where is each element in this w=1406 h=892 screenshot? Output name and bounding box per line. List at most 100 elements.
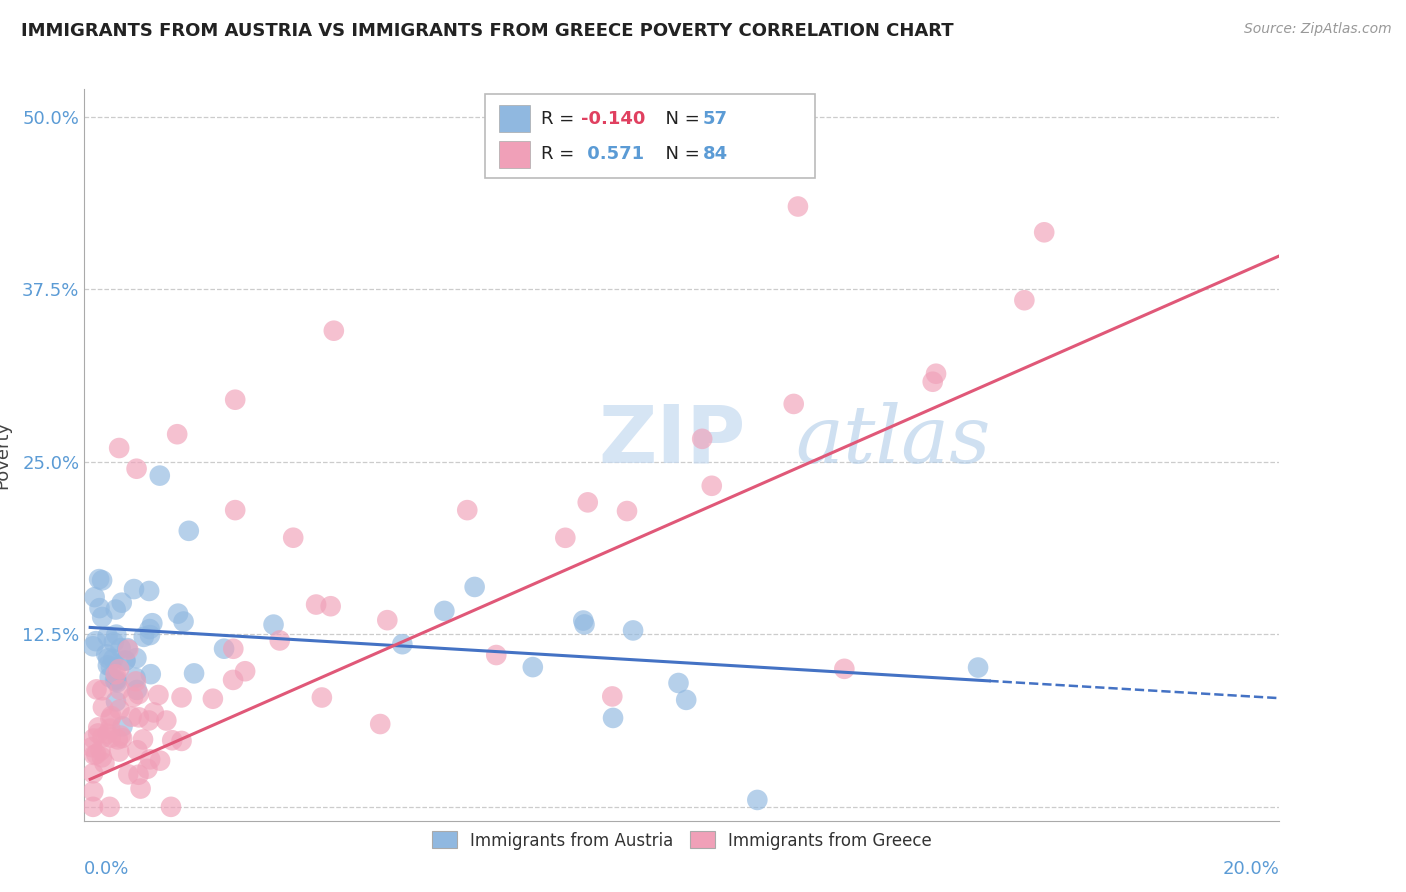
- Point: [433, 604, 456, 618]
- Point: [138, 584, 160, 599]
- Point: [87, 572, 110, 586]
- Point: [91, 731, 114, 745]
- Point: [136, 762, 159, 776]
- Point: [96, 648, 118, 662]
- Point: [125, 651, 148, 665]
- Point: [283, 531, 305, 545]
- Point: [834, 662, 856, 676]
- Point: [108, 662, 131, 676]
- Point: [224, 392, 246, 407]
- Point: [86, 682, 108, 697]
- Point: [139, 667, 162, 681]
- Point: [149, 754, 172, 768]
- Point: [572, 614, 595, 628]
- Point: [89, 601, 111, 615]
- Point: [82, 640, 104, 654]
- Point: [110, 641, 132, 656]
- Point: [110, 729, 132, 743]
- Point: [96, 629, 118, 643]
- Point: [93, 756, 115, 771]
- Text: -0.140: -0.140: [581, 110, 645, 128]
- Point: [98, 722, 121, 736]
- Text: 0.0%: 0.0%: [84, 860, 129, 878]
- Point: [104, 674, 127, 689]
- Point: [100, 709, 122, 723]
- Point: [103, 652, 125, 666]
- Text: atlas: atlas: [796, 401, 991, 479]
- Point: [160, 733, 183, 747]
- Point: [108, 702, 131, 716]
- Point: [621, 624, 644, 638]
- Point: [129, 781, 152, 796]
- Text: Source: ZipAtlas.com: Source: ZipAtlas.com: [1244, 22, 1392, 37]
- Point: [1014, 293, 1036, 308]
- Point: [616, 504, 638, 518]
- Point: [263, 617, 285, 632]
- Point: [104, 673, 127, 687]
- Point: [690, 432, 713, 446]
- Point: [675, 693, 697, 707]
- Point: [84, 747, 107, 762]
- Point: [485, 648, 508, 662]
- Point: [128, 687, 150, 701]
- Point: [700, 479, 723, 493]
- Point: [117, 767, 139, 781]
- Point: [105, 627, 128, 641]
- Point: [787, 200, 810, 214]
- Point: [91, 610, 114, 624]
- Point: [148, 688, 170, 702]
- Point: [132, 630, 155, 644]
- Point: [183, 666, 205, 681]
- Point: [177, 524, 200, 538]
- Point: [925, 367, 948, 381]
- Point: [139, 628, 162, 642]
- Point: [107, 732, 129, 747]
- Point: [139, 752, 162, 766]
- Point: [305, 598, 328, 612]
- Point: [391, 637, 413, 651]
- Point: [138, 714, 160, 728]
- Point: [554, 531, 576, 545]
- Point: [104, 602, 127, 616]
- Text: R =: R =: [541, 145, 581, 163]
- Point: [100, 659, 122, 673]
- Point: [124, 671, 146, 685]
- Point: [122, 582, 145, 596]
- Point: [269, 633, 291, 648]
- Point: [103, 635, 125, 649]
- Point: [98, 712, 121, 726]
- Point: [201, 691, 224, 706]
- Point: [166, 427, 188, 442]
- Point: [98, 800, 121, 814]
- Point: [1033, 225, 1056, 239]
- Point: [98, 670, 121, 684]
- Text: IMMIGRANTS FROM AUSTRIA VS IMMIGRANTS FROM GREECE POVERTY CORRELATION CHART: IMMIGRANTS FROM AUSTRIA VS IMMIGRANTS FR…: [21, 22, 953, 40]
- Point: [212, 641, 235, 656]
- Text: 0.571: 0.571: [581, 145, 644, 163]
- Point: [90, 750, 112, 764]
- Point: [173, 615, 195, 629]
- Point: [602, 711, 624, 725]
- Point: [87, 726, 110, 740]
- Point: [128, 710, 150, 724]
- Point: [111, 731, 134, 745]
- Text: N =: N =: [654, 110, 706, 128]
- Point: [224, 503, 246, 517]
- Point: [149, 468, 172, 483]
- Point: [319, 599, 342, 614]
- Point: [84, 634, 107, 648]
- Point: [97, 651, 120, 665]
- Point: [82, 766, 104, 780]
- Text: ZIP: ZIP: [599, 401, 745, 479]
- Point: [111, 596, 134, 610]
- Point: [574, 617, 596, 632]
- Point: [91, 574, 114, 588]
- Point: [160, 800, 183, 814]
- Point: [132, 732, 155, 747]
- Point: [522, 660, 544, 674]
- Text: R =: R =: [541, 110, 581, 128]
- Point: [311, 690, 333, 705]
- Point: [600, 690, 623, 704]
- Point: [114, 653, 136, 667]
- Text: 20.0%: 20.0%: [1223, 860, 1279, 878]
